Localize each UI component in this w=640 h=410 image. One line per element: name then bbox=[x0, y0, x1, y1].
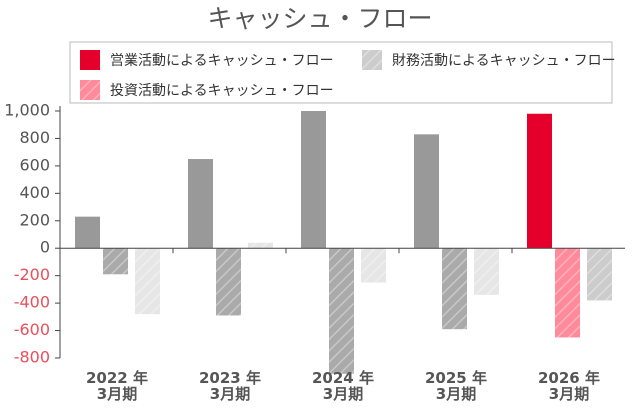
bar bbox=[188, 159, 213, 249]
bar bbox=[301, 111, 326, 249]
legend-label: 営業活動によるキャッシュ・フロー bbox=[110, 53, 334, 69]
y-tick-label: 1,000 bbox=[4, 101, 50, 120]
y-tick-label: 600 bbox=[19, 155, 50, 174]
legend-label: 財務活動によるキャッシュ・フロー bbox=[392, 53, 616, 69]
y-tick-label: 0 bbox=[40, 238, 50, 257]
y-tick-label: 800 bbox=[19, 128, 50, 147]
x-tick-label: 2023 年 3月期 bbox=[199, 369, 261, 403]
bar bbox=[75, 216, 100, 249]
legend-swatch bbox=[80, 50, 100, 70]
bar bbox=[474, 248, 499, 295]
bar bbox=[329, 248, 354, 374]
legend-swatch bbox=[362, 50, 382, 70]
bar bbox=[103, 248, 128, 275]
bar bbox=[527, 113, 552, 249]
x-tick-label: 2022 年 3月期 bbox=[86, 369, 148, 403]
x-tick-label: 2026 年 3月期 bbox=[538, 369, 600, 403]
bar bbox=[361, 248, 386, 283]
y-tick-label: -200 bbox=[14, 265, 50, 284]
bar bbox=[587, 248, 612, 301]
x-tick-label: 2024 年 3月期 bbox=[312, 369, 374, 403]
legend-swatch bbox=[80, 80, 100, 100]
bar bbox=[442, 248, 467, 330]
bar bbox=[135, 248, 160, 315]
y-tick-label: -400 bbox=[14, 293, 50, 312]
bar bbox=[248, 242, 273, 249]
y-tick-label: 400 bbox=[19, 183, 50, 202]
legend-box bbox=[69, 41, 613, 104]
y-tick-label: -800 bbox=[14, 348, 50, 367]
bar bbox=[216, 248, 241, 316]
x-tick-label: 2025 年 3月期 bbox=[425, 369, 487, 403]
legend-label: 投資活動によるキャッシュ・フロー bbox=[110, 83, 334, 99]
bar bbox=[414, 134, 439, 249]
y-tick-label: -600 bbox=[14, 320, 50, 339]
y-tick-label: 200 bbox=[19, 210, 50, 229]
chart-title: キャッシュ・フロー bbox=[207, 4, 432, 33]
bar bbox=[555, 248, 580, 338]
